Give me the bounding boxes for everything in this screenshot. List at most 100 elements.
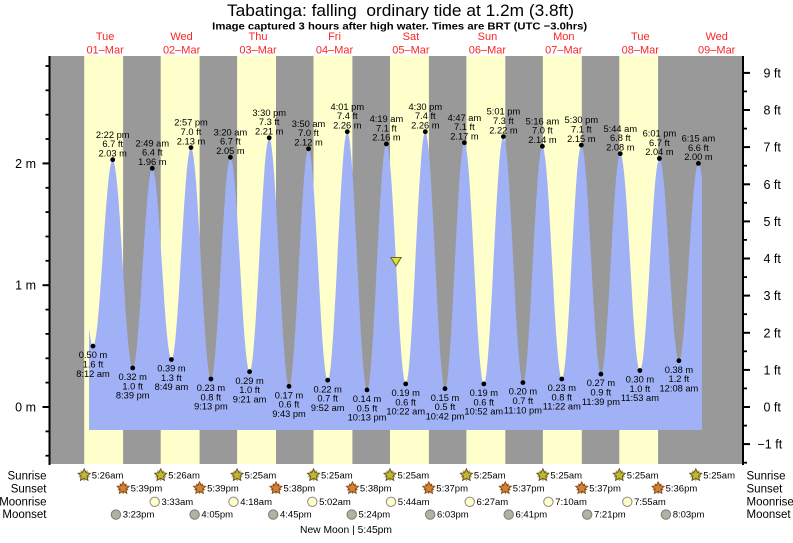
svg-text:Fri: Fri <box>328 31 341 43</box>
svg-text:1.96 m: 1.96 m <box>138 157 167 167</box>
svg-text:Moonset: Moonset <box>2 509 47 521</box>
svg-text:Image captured 3 hours after h: Image captured 3 hours after high water.… <box>212 21 587 33</box>
svg-text:0 m: 0 m <box>15 401 36 415</box>
svg-text:0 ft: 0 ft <box>764 401 782 415</box>
svg-text:2.26 m: 2.26 m <box>333 120 362 130</box>
svg-text:01–Mar: 01–Mar <box>86 44 124 56</box>
svg-text:2 m: 2 m <box>15 157 36 171</box>
svg-text:2.05 m: 2.05 m <box>216 146 245 156</box>
svg-text:5:25am: 5:25am <box>245 470 277 481</box>
svg-text:5:25am: 5:25am <box>321 470 353 481</box>
svg-text:7:21pm: 7:21pm <box>594 510 626 521</box>
svg-text:Sunset: Sunset <box>11 483 48 495</box>
svg-text:5:26am: 5:26am <box>92 470 124 481</box>
svg-text:2.14 m: 2.14 m <box>528 135 557 145</box>
svg-text:2 ft: 2 ft <box>764 326 782 340</box>
svg-text:5:26am: 5:26am <box>168 470 200 481</box>
svg-text:5:37pm: 5:37pm <box>589 483 621 494</box>
svg-text:04–Mar: 04–Mar <box>316 44 354 56</box>
svg-text:6:27am: 6:27am <box>477 497 509 508</box>
svg-text:10:22 am: 10:22 am <box>386 407 425 417</box>
svg-text:11:22 am: 11:22 am <box>543 402 581 412</box>
svg-text:6:41pm: 6:41pm <box>516 510 548 521</box>
svg-text:9:21 am: 9:21 am <box>233 394 267 404</box>
svg-text:2.04 m: 2.04 m <box>645 147 674 157</box>
svg-text:8:12 am: 8:12 am <box>76 369 110 379</box>
svg-text:Tue: Tue <box>631 31 650 43</box>
svg-text:5:44am: 5:44am <box>398 497 430 508</box>
svg-text:Thu: Thu <box>249 31 268 43</box>
svg-text:10:52 am: 10:52 am <box>464 407 503 417</box>
svg-text:06–Mar: 06–Mar <box>469 44 507 56</box>
svg-text:2.16 m: 2.16 m <box>372 133 401 143</box>
svg-text:2.15 m: 2.15 m <box>567 134 596 144</box>
svg-text:Sat: Sat <box>403 31 420 43</box>
svg-text:8:39 pm: 8:39 pm <box>116 391 150 401</box>
svg-text:3:23pm: 3:23pm <box>123 510 155 521</box>
svg-text:7:10am: 7:10am <box>555 497 587 508</box>
svg-text:3:33am: 3:33am <box>162 497 194 508</box>
svg-text:5:02am: 5:02am <box>319 497 351 508</box>
svg-text:Tabatinga: falling ordinary t: Tabatinga: falling ordinary tide at 1.2m… <box>227 2 574 20</box>
svg-text:8 ft: 8 ft <box>764 104 782 118</box>
svg-text:4:05pm: 4:05pm <box>201 510 233 521</box>
svg-text:5:25am: 5:25am <box>550 470 582 481</box>
svg-text:9:13 pm: 9:13 pm <box>194 402 228 412</box>
svg-text:1 ft: 1 ft <box>764 363 782 377</box>
svg-text:10:42 pm: 10:42 pm <box>426 411 465 421</box>
svg-text:Sun: Sun <box>478 31 498 43</box>
svg-text:7 ft: 7 ft <box>764 141 782 155</box>
svg-text:3 ft: 3 ft <box>764 289 782 303</box>
svg-text:Sunrise: Sunrise <box>8 471 47 483</box>
svg-text:07–Mar: 07–Mar <box>545 44 583 56</box>
svg-text:5:24pm: 5:24pm <box>359 510 391 521</box>
svg-text:5:38pm: 5:38pm <box>360 483 392 494</box>
svg-text:2.21 m: 2.21 m <box>255 127 284 137</box>
svg-text:02–Mar: 02–Mar <box>163 44 201 56</box>
svg-text:4 ft: 4 ft <box>764 252 782 266</box>
svg-text:2.12 m: 2.12 m <box>294 138 323 148</box>
svg-text:−1 ft: −1 ft <box>758 438 783 452</box>
svg-text:6 ft: 6 ft <box>764 178 782 192</box>
svg-text:2.26 m: 2.26 m <box>411 120 440 130</box>
svg-text:11:10 pm: 11:10 pm <box>504 405 542 415</box>
svg-text:11:39 pm: 11:39 pm <box>582 397 620 407</box>
svg-text:03–Mar: 03–Mar <box>239 44 277 56</box>
svg-text:7:55am: 7:55am <box>634 497 666 508</box>
svg-text:5:37pm: 5:37pm <box>513 483 545 494</box>
svg-text:Sunrise: Sunrise <box>747 471 786 483</box>
svg-text:2.17 m: 2.17 m <box>450 131 479 141</box>
svg-text:9 ft: 9 ft <box>764 66 782 80</box>
svg-text:6:03pm: 6:03pm <box>437 510 469 521</box>
svg-text:9:52 am: 9:52 am <box>311 403 345 413</box>
svg-text:5:39pm: 5:39pm <box>131 483 163 494</box>
svg-text:Wed: Wed <box>170 31 192 43</box>
svg-text:11:53 am: 11:53 am <box>621 393 659 403</box>
svg-text:5:38pm: 5:38pm <box>284 483 316 494</box>
svg-text:5 ft: 5 ft <box>764 215 782 229</box>
svg-text:2.08 m: 2.08 m <box>606 142 635 152</box>
svg-text:5:25am: 5:25am <box>703 470 735 481</box>
svg-text:1 m: 1 m <box>15 279 36 293</box>
svg-text:9:43 pm: 9:43 pm <box>272 409 306 419</box>
svg-text:Sunset: Sunset <box>747 483 784 495</box>
svg-text:08–Mar: 08–Mar <box>622 44 660 56</box>
svg-text:Moonrise: Moonrise <box>747 496 793 508</box>
svg-text:05–Mar: 05–Mar <box>392 44 430 56</box>
svg-text:12:08 am: 12:08 am <box>660 383 699 393</box>
svg-text:8:03pm: 8:03pm <box>673 510 705 521</box>
svg-text:5:25am: 5:25am <box>474 470 506 481</box>
svg-text:4:45pm: 4:45pm <box>280 510 312 521</box>
svg-text:4:18am: 4:18am <box>240 497 272 508</box>
svg-text:Moonrise: Moonrise <box>0 496 47 508</box>
svg-text:09–Mar: 09–Mar <box>698 44 736 56</box>
svg-text:Tue: Tue <box>96 31 115 43</box>
svg-text:2.03 m: 2.03 m <box>98 148 127 158</box>
svg-text:2.22 m: 2.22 m <box>489 125 518 135</box>
svg-text:New Moon | 5:45pm: New Moon | 5:45pm <box>300 525 392 536</box>
svg-text:5:25am: 5:25am <box>627 470 659 481</box>
svg-text:5:37pm: 5:37pm <box>436 483 468 494</box>
svg-text:5:36pm: 5:36pm <box>666 483 698 494</box>
svg-text:2.00 m: 2.00 m <box>684 152 713 162</box>
svg-text:Moonset: Moonset <box>747 509 792 521</box>
